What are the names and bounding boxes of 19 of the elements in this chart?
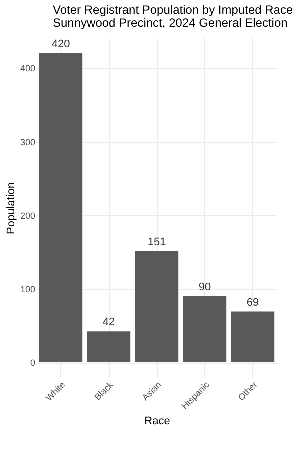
y-tick-label: 100: [20, 284, 36, 294]
y-tick-label: 200: [20, 210, 36, 221]
bar: [231, 312, 275, 363]
data-label: 69: [246, 296, 260, 309]
data-label: 420: [52, 38, 70, 50]
y-axis-title: Population: [5, 182, 18, 234]
y-tick-label: 0: [30, 358, 36, 368]
bar: [39, 53, 83, 363]
bar: [183, 296, 227, 363]
data-label: 90: [198, 281, 212, 294]
chart-title: Voter Registrant Population by Imputed Race: [53, 3, 294, 17]
bar: [87, 332, 131, 363]
bar: [135, 251, 179, 363]
x-axis-title: Race: [144, 415, 170, 428]
y-tick-label: 400: [20, 64, 36, 74]
y-tick-label: 300: [20, 137, 36, 148]
data-label: 151: [148, 236, 166, 248]
data-label: 42: [102, 316, 116, 329]
chart-subtitle: Sunnywood Precinct, 2024 General Election: [53, 16, 288, 30]
